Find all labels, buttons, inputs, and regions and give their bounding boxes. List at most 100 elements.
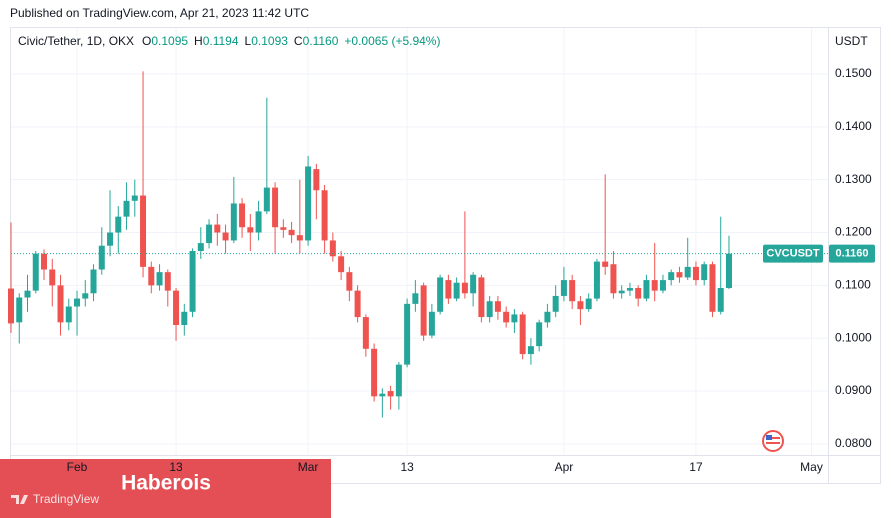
candle-body: [659, 280, 666, 291]
candle-body: [24, 290, 31, 298]
candle-body: [321, 190, 328, 241]
flag-icon: [762, 430, 784, 452]
candle-body: [585, 298, 592, 310]
candle-body: [701, 264, 708, 281]
candle-body: [618, 290, 625, 294]
candle-body: [173, 290, 180, 325]
candle-body: [536, 322, 543, 347]
legend-value: 0.1093: [251, 34, 288, 48]
legend-value: 0.1194: [203, 34, 239, 48]
x-tick-label: 13: [400, 460, 414, 474]
candle-body: [519, 314, 526, 355]
candle-body: [107, 232, 114, 246]
candle-body: [288, 229, 295, 236]
candle-body: [395, 364, 402, 397]
candle-body: [65, 306, 72, 323]
x-tick-label: Feb: [67, 460, 88, 474]
brand-name: TradingView: [33, 492, 99, 506]
candle-body: [503, 311, 510, 323]
candle-body: [717, 288, 724, 312]
candle-body: [643, 280, 650, 299]
candle-body: [263, 187, 270, 212]
candle-body: [692, 266, 699, 281]
candle-body: [313, 169, 320, 191]
candle-body: [346, 272, 353, 291]
candle-body: [131, 195, 138, 201]
candle-body: [470, 274, 477, 294]
candle-body: [41, 253, 48, 270]
brand-logo: [11, 495, 28, 504]
candle-body: [445, 280, 452, 299]
legend-key: C: [294, 34, 303, 48]
y-tick-label: 0.1000: [835, 330, 872, 344]
candle-body: [156, 272, 163, 286]
candle-body: [222, 232, 229, 241]
candle-body: [230, 203, 237, 241]
symbol-tag: [763, 244, 823, 263]
candle-body: [239, 203, 246, 228]
y-tick-label: 0.1300: [835, 172, 872, 186]
candle-body: [247, 227, 254, 233]
candle-body: [82, 293, 89, 299]
symbol-label: CVCUSDT: [766, 248, 819, 260]
candle-body: [635, 288, 642, 299]
legend-key: H: [194, 34, 203, 48]
candle-body: [552, 295, 559, 312]
y-tick-label: 0.1500: [835, 66, 872, 80]
legend-key: L: [245, 34, 252, 48]
candle-body: [610, 264, 617, 294]
last-price-tag: [829, 244, 875, 263]
candle-body: [57, 285, 64, 323]
candle-body: [16, 297, 23, 323]
candle-body: [404, 303, 411, 365]
candle-body: [214, 224, 221, 233]
candle-body: [280, 227, 287, 230]
candle-body: [115, 216, 122, 233]
ohlc-legend: O 0.1095 H 0.1194 L 0.1093 C 0.1160 +0.0065 (+5.…: [142, 34, 440, 48]
candles: [8, 71, 828, 418]
y-tick-label: 0.0800: [835, 436, 872, 450]
candle-body: [123, 200, 130, 217]
candle-body: [98, 245, 105, 270]
candle-body: [379, 393, 386, 397]
candle-body: [486, 301, 493, 318]
candle-body: [296, 235, 303, 241]
legend-key: O: [142, 34, 151, 48]
candle-body: [338, 256, 345, 273]
x-tick-label: Mar: [298, 460, 319, 474]
candle-body: [140, 195, 147, 267]
last-price-label: 0.1160: [835, 248, 868, 260]
candle-body: [329, 240, 336, 257]
y-axis-label: USDT: [835, 34, 868, 48]
candle-body: [74, 298, 81, 307]
candle-body: [420, 285, 427, 336]
y-tick-label: 0.1100: [835, 278, 871, 292]
candle-body: [544, 311, 551, 323]
x-tick-label: Apr: [555, 460, 574, 474]
candle-body: [90, 269, 97, 294]
candle-body: [49, 269, 56, 286]
legend-value: 0.1095: [151, 34, 188, 48]
candle-body: [32, 253, 39, 291]
x-tick-label: May: [800, 460, 823, 474]
candle-body: [709, 264, 716, 312]
candle-body: [668, 272, 675, 281]
legend-value: 0.1160: [303, 34, 339, 48]
candle-body: [676, 272, 683, 278]
candle-body: [453, 282, 460, 299]
candle-body: [593, 261, 600, 299]
y-tick-label: 0.1400: [835, 119, 872, 133]
x-tick-label: 17: [689, 460, 703, 474]
x-tick-label: 13: [169, 460, 183, 474]
candle-body: [189, 251, 196, 312]
candle-body: [494, 301, 501, 312]
candle-body: [725, 253, 732, 289]
candle-body: [626, 288, 633, 291]
candle-body: [651, 280, 658, 291]
candle-body: [255, 211, 262, 233]
watermark-banner: [0, 459, 331, 518]
candle-body: [371, 348, 378, 397]
candle-body: [206, 224, 213, 244]
